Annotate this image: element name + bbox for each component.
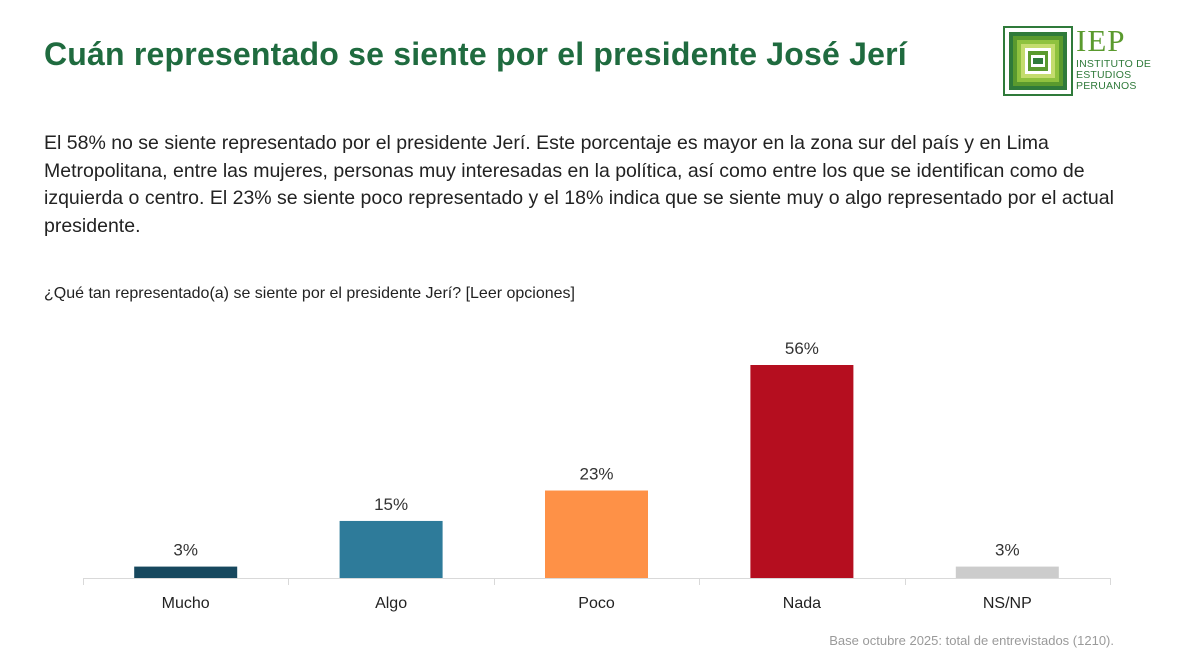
bar-algo bbox=[339, 520, 443, 578]
category-label-ns-np: NS/NP bbox=[983, 595, 1032, 612]
logo-line-1: INSTITUTO DE bbox=[1076, 58, 1152, 70]
bar-mucho bbox=[134, 566, 238, 578]
logo-line-3: PERUANOS bbox=[1076, 80, 1137, 92]
bar-ns-np bbox=[955, 566, 1059, 578]
summary-text: El 58% no se siente representado por el … bbox=[44, 132, 1114, 237]
data-label-mucho: 3% bbox=[173, 541, 198, 560]
category-label-mucho: Mucho bbox=[162, 595, 210, 612]
bar-nada bbox=[750, 365, 854, 578]
iep-logo-icon bbox=[1003, 26, 1073, 96]
iep-logo: IEP INSTITUTO DE ESTUDIOS PERUANOS bbox=[1003, 23, 1153, 96]
footnote: Base octubre 2025: total de entrevistado… bbox=[829, 633, 1114, 648]
page-title: Cuán representado se siente por el presi… bbox=[44, 36, 907, 72]
category-label-nada: Nada bbox=[783, 595, 821, 612]
data-label-poco: 23% bbox=[579, 465, 613, 484]
category-label-poco: Poco bbox=[578, 595, 615, 612]
data-label-ns-np: 3% bbox=[995, 541, 1020, 560]
bar-poco bbox=[545, 490, 648, 578]
data-label-algo: 15% bbox=[374, 495, 408, 514]
survey-question: ¿Qué tan representado(a) se siente por e… bbox=[44, 285, 575, 302]
data-label-nada: 56% bbox=[785, 339, 819, 358]
category-label-algo: Algo bbox=[375, 595, 407, 612]
logo-line-2: ESTUDIOS bbox=[1076, 69, 1132, 81]
logo-letters: IEP bbox=[1076, 23, 1126, 58]
